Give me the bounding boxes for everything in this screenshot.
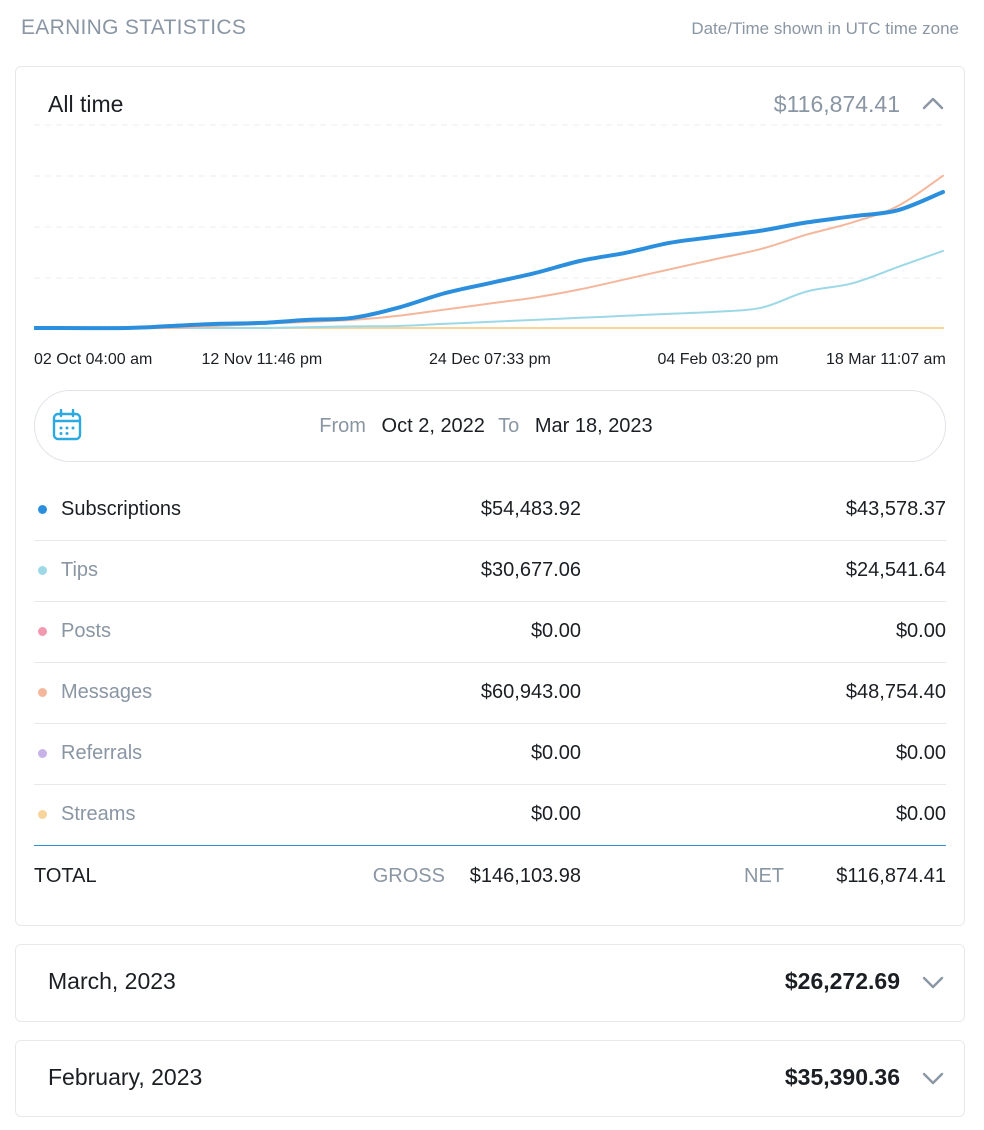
date-range-picker[interactable]: From Oct 2, 2022 To Mar 18, 2023 — [34, 390, 946, 462]
row-label: Tips — [61, 559, 99, 581]
all-time-card: All time $116,874.41 02 Oct 04:00 am 12 N… — [15, 66, 965, 926]
x-tick-label: 24 Dec 07:33 pm — [429, 351, 551, 368]
series-line-messages — [34, 174, 944, 330]
x-tick-label: 12 Nov 11:46 pm — [201, 351, 323, 368]
timezone-note: Date/Time shown in UTC time zone — [691, 19, 959, 38]
row-label: Streams — [61, 803, 136, 825]
page-header: EARNING STATISTICS Date/Time shown in UT… — [0, 0, 984, 60]
earnings-breakdown: Subscriptions $54,483.92 $43,578.37 Tips… — [34, 480, 946, 846]
x-axis-labels: 02 Oct 04:00 am 12 Nov 11:46 pm 24 Dec 07:… — [34, 351, 948, 371]
legend-dot — [38, 566, 47, 575]
gross-label: GROSS — [372, 865, 445, 887]
row-label: Posts — [61, 620, 112, 642]
card-total-amount: $116,874.41 — [773, 91, 900, 117]
legend-dot — [38, 749, 47, 758]
month-card-february-2023[interactable]: February, 2023 $35,390.36 — [15, 1040, 965, 1117]
page-title: EARNING STATISTICS — [21, 16, 247, 39]
series-line-tips — [34, 249, 944, 330]
total-row: TOTAL GROSS $146,103.98 NET $116,874.41 — [34, 847, 946, 907]
legend-dot — [38, 810, 47, 819]
earnings-chart — [34, 122, 946, 332]
row-gross: $54,483.92 — [480, 498, 581, 520]
row-referrals: Referrals $0.00 $0.00 — [34, 724, 946, 785]
legend-dot — [38, 627, 47, 636]
row-streams: Streams $0.00 $0.00 — [34, 785, 946, 846]
row-label: Subscriptions — [61, 498, 182, 520]
legend-dot — [38, 505, 47, 514]
month-title[interactable]: March, 2023 — [48, 968, 176, 994]
row-tips: Tips $30,677.06 $24,541.64 — [34, 541, 946, 602]
card-title[interactable]: All time — [48, 91, 124, 117]
net-total: $116,874.41 — [836, 865, 946, 887]
row-gross: $0.00 — [530, 742, 581, 764]
row-net: $48,754.40 — [845, 681, 946, 703]
net-label: NET — [744, 865, 784, 887]
row-net: $0.00 — [895, 803, 946, 825]
x-tick-label: 04 Feb 03:20 pm — [657, 351, 779, 368]
to-date[interactable]: Mar 18, 2023 — [534, 415, 653, 437]
row-posts: Posts $0.00 $0.00 — [34, 602, 946, 663]
row-net: $0.00 — [895, 742, 946, 764]
earnings-chart-svg — [34, 124, 945, 331]
row-gross: $0.00 — [530, 620, 581, 642]
row-label: Messages — [61, 681, 153, 703]
row-net: $24,541.64 — [845, 559, 946, 581]
row-gross: $60,943.00 — [480, 681, 581, 703]
series-line-subscriptions — [34, 190, 945, 331]
row-gross: $0.00 — [530, 803, 581, 825]
gross-total: $146,103.98 — [469, 865, 581, 887]
row-gross: $30,677.06 — [480, 559, 581, 581]
x-tick-label: 18 Mar 11:07 am — [826, 351, 946, 368]
chevron-down-icon[interactable] — [920, 1065, 946, 1091]
row-subscriptions: Subscriptions $54,483.92 $43,578.37 — [34, 480, 946, 541]
date-range-text[interactable]: From Oct 2, 2022 To Mar 18, 2023 — [35, 415, 945, 438]
row-messages: Messages $60,943.00 $48,754.40 — [34, 663, 946, 724]
month-title[interactable]: February, 2023 — [48, 1064, 203, 1090]
month-amount: $35,390.36 — [784, 1064, 900, 1090]
total-label: TOTAL — [34, 865, 97, 887]
chevron-down-icon[interactable] — [920, 969, 946, 995]
chevron-up-icon[interactable] — [920, 91, 946, 117]
row-net: $0.00 — [895, 620, 946, 642]
to-label: To — [498, 415, 520, 437]
legend-dot — [38, 688, 47, 697]
row-net: $43,578.37 — [845, 498, 946, 520]
from-label: From — [319, 415, 366, 437]
calendar-icon[interactable] — [52, 408, 82, 441]
row-label: Referrals — [61, 742, 143, 764]
from-date[interactable]: Oct 2, 2022 — [381, 415, 485, 437]
month-card-march-2023[interactable]: March, 2023 $26,272.69 — [15, 944, 965, 1022]
x-tick-label: 02 Oct 04:00 am — [34, 351, 153, 368]
month-amount: $26,272.69 — [784, 968, 900, 994]
